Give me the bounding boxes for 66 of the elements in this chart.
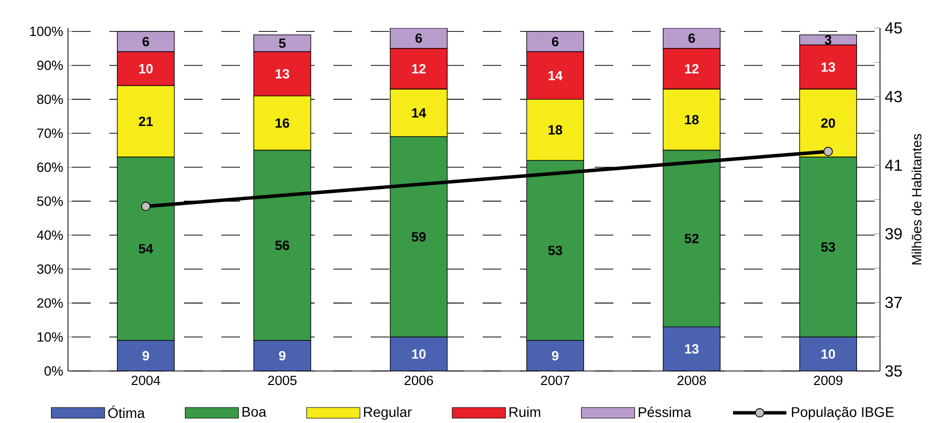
data-label: 18 [548,125,562,135]
legend-label: Boa [242,407,266,417]
legend-label: Ótima [108,406,145,418]
data-label: 12 [685,64,699,74]
data-label: 6 [552,36,558,46]
y-tick-label: 10% [38,332,63,342]
data-label: 6 [688,33,695,43]
data-label: 6 [142,36,150,46]
legend-label: Ruim [510,406,540,418]
y-tick-label: 40% [36,230,63,240]
y2-tick-label: 37 [885,296,902,308]
data-label: 9 [142,350,150,360]
data-label: 54 [138,244,154,254]
data-label: 6 [416,33,422,43]
x-tick-label: 2004 [132,376,160,386]
legend-label: Péssima [638,406,692,418]
x-tick-label: 2009 [814,376,842,386]
y2-tick-label: 45 [885,22,902,34]
bar [663,326,720,371]
x-tick-label: 2005 [268,376,297,386]
data-label: 52 [684,234,699,244]
y2-tick-label: 35 [885,365,902,377]
y-tick-label: 90% [37,60,63,70]
data-label: 59 [412,232,426,242]
data-label: 13 [276,69,290,79]
bar [390,337,448,371]
data-label: 13 [822,62,836,72]
x-tick-label: 2008 [678,376,706,386]
y2-axis-title: Milhões de Habitantes [912,134,922,264]
y-tick-label: 70% [37,128,63,138]
y2-tick-label: 39 [885,228,902,240]
y-tick-label: 80% [37,94,63,104]
legend-label: População IBGE [792,406,894,420]
y2-tick-label: 41 [885,160,902,171]
data-label: 5 [278,38,286,48]
data-label: 10 [139,64,153,74]
bar [799,336,857,371]
data-label: 14 [412,108,426,118]
bar [254,340,311,371]
x-tick-label: 2007 [541,376,570,386]
data-label: 20 [821,118,836,128]
bar [117,340,174,371]
data-label: 56 [275,240,290,250]
y-tick-label: 30% [37,264,63,274]
data-label: 53 [821,242,836,252]
data-label: 12 [412,64,426,74]
data-label: 9 [279,350,286,360]
data-label: 21 [138,116,153,126]
y-tick-label: 100% [30,26,63,36]
data-label: 53 [548,246,562,256]
y-tick-label: 0% [44,366,63,376]
data-label: 16 [276,118,290,128]
bar [526,340,584,371]
y-tick-label: 60% [37,162,63,172]
data-label: 9 [552,350,558,360]
data-label: 10 [822,349,836,359]
data-label: 14 [548,70,563,80]
data-label: 3 [824,35,832,45]
y-tick-label: 20% [37,298,63,308]
x-tick-label: 2006 [404,376,433,386]
y2-tick-label: 43 [885,90,902,102]
data-label: 10 [412,349,426,359]
data-label: 13 [685,344,699,354]
data-label: 18 [685,114,699,124]
legend-label: Regular [364,406,412,420]
y-tick-label: 50% [37,196,63,206]
